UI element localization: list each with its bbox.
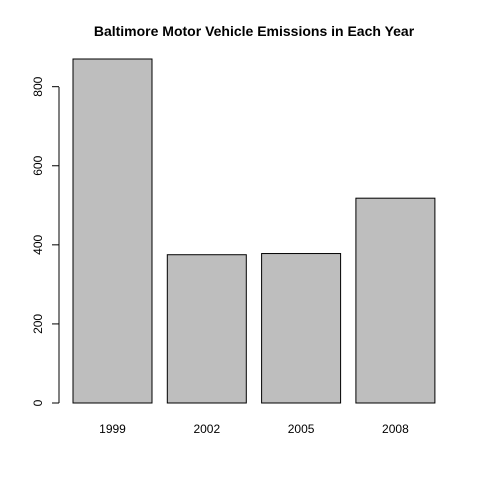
y-tick-label: 0 (31, 399, 45, 406)
x-category-label: 2005 (288, 422, 315, 436)
x-axis-labels: 1999 2002 2005 2008 (99, 422, 409, 436)
bars (72, 58, 436, 404)
bar-1999 (72, 58, 153, 404)
y-tick-label: 600 (31, 155, 45, 175)
y-tick-label: 400 (31, 235, 45, 255)
bar-2002 (166, 254, 247, 404)
x-category-label: 2002 (193, 422, 220, 436)
y-tick-label: 800 (31, 76, 45, 96)
bar-2008 (355, 197, 436, 404)
x-category-label: 2008 (382, 422, 409, 436)
chart-title: Baltimore Motor Vehicle Emissions in Eac… (94, 23, 415, 39)
x-category-label: 1999 (99, 422, 126, 436)
y-axis-ticks: 0 200 400 600 800 (31, 76, 59, 406)
bar-2005 (261, 253, 342, 404)
y-tick-label: 200 (31, 314, 45, 334)
